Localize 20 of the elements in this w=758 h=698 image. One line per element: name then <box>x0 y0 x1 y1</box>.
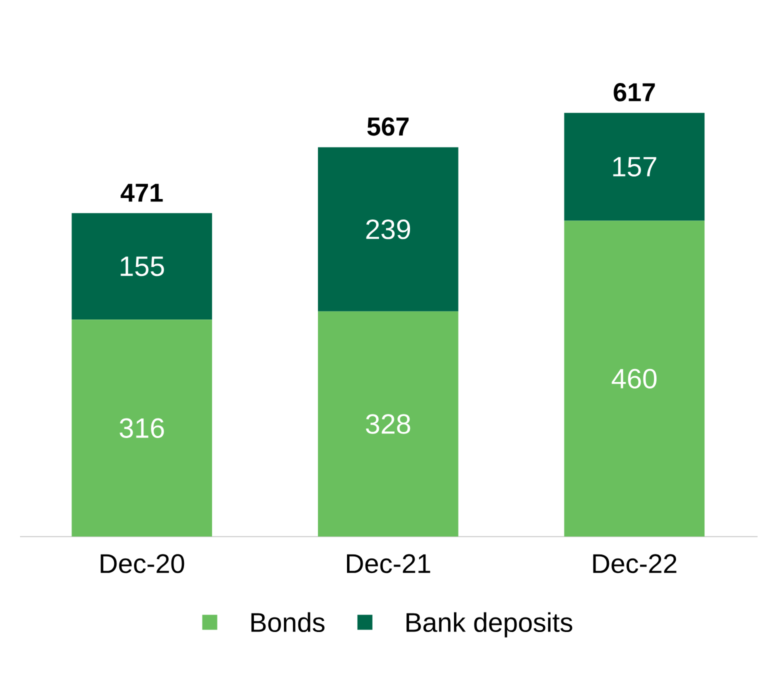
data-label: 328 <box>366 414 410 434</box>
x-tick-label: Dec-21 <box>347 554 430 574</box>
total-label: 471 <box>120 184 163 202</box>
legend-label: Bank deposits <box>406 612 572 638</box>
bar <box>72 213 212 320</box>
data-label: 239 <box>366 220 410 240</box>
x-tick-label: Dec-20 <box>100 554 184 574</box>
bar <box>318 312 458 537</box>
data-label: 316 <box>120 418 164 438</box>
legend-label: Bonds <box>251 612 324 632</box>
bar <box>72 320 212 537</box>
data-label: 157 <box>613 157 656 177</box>
bar <box>564 220 705 537</box>
x-tick-label: Dec-22 <box>593 554 676 574</box>
data-label: 155 <box>120 256 164 276</box>
total-label: 617 <box>614 83 655 102</box>
data-label: 460 <box>612 369 657 389</box>
total-label: 567 <box>367 118 409 136</box>
bar <box>318 147 458 312</box>
bar <box>564 113 705 221</box>
